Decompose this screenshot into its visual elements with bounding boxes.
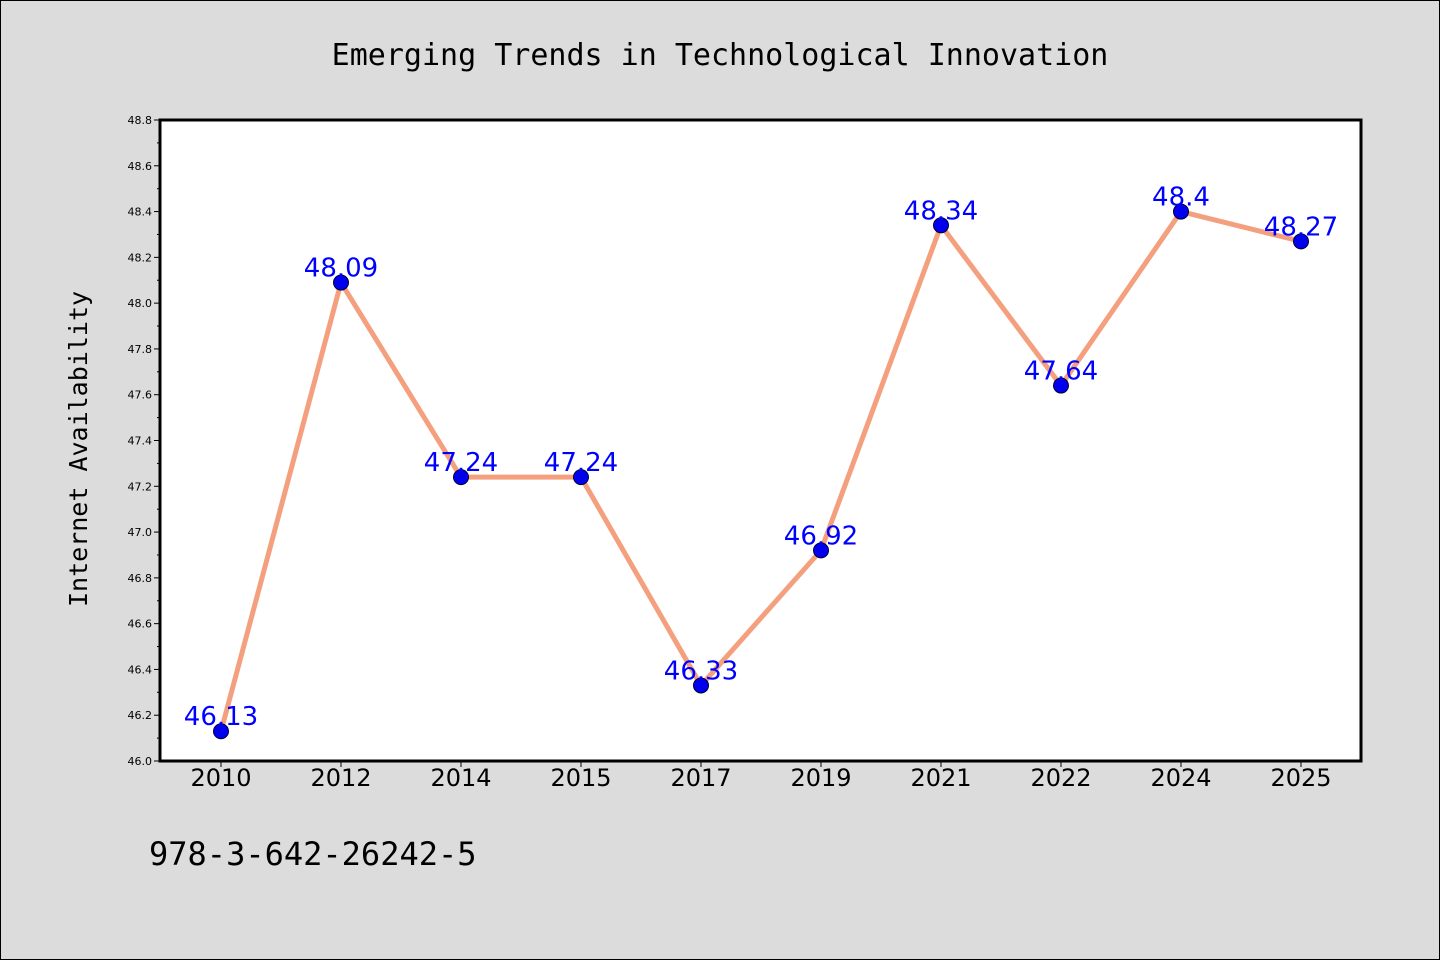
data-label: 47.64 (1024, 357, 1098, 387)
y-tick-label: 48.0 (128, 297, 153, 310)
data-point (1053, 377, 1069, 394)
y-tick-label: 47.4 (128, 435, 153, 448)
data-point (693, 677, 709, 694)
x-tick-label: 2015 (550, 764, 611, 792)
data-points (213, 203, 1309, 740)
data-label: 47.24 (424, 448, 498, 478)
data-point (333, 274, 349, 291)
y-tick-label: 48.6 (128, 160, 153, 173)
x-tick-label: 2022 (1030, 764, 1091, 792)
x-tick-label: 2014 (430, 764, 491, 792)
data-label: 46.92 (784, 521, 858, 551)
data-point (1173, 203, 1189, 220)
y-tick-label: 47.2 (128, 480, 153, 493)
data-point (573, 469, 589, 486)
x-tick-label: 2019 (790, 764, 851, 792)
y-tick-label: 47.6 (128, 389, 153, 402)
chart-title: Emerging Trends in Technological Innovat… (332, 38, 1109, 73)
x-tick-label: 2024 (1150, 764, 1211, 792)
data-label: 48.09 (304, 254, 378, 284)
footer-text: 978-3-642-26242-5 (149, 835, 477, 873)
y-axis: 46.0 46.2 46.4 46.6 46.8 47.0 47.2 47.4 47.6 47.8… (128, 114, 160, 768)
x-tick-label: 2017 (670, 764, 731, 792)
y-tick-label: 46.4 (128, 663, 153, 676)
data-label: 46.33 (664, 656, 738, 686)
x-tick-label: 2012 (310, 764, 371, 792)
data-label: 48.4 (1152, 183, 1210, 213)
data-point (1293, 233, 1309, 250)
data-label: 48.27 (1264, 212, 1338, 242)
data-labels: 46.13 48.09 47.24 47.24 46.33 46.92 48.34 47.64… (184, 183, 1338, 733)
x-tick-label: 2021 (910, 764, 971, 792)
y-tick-label: 46.8 (128, 572, 153, 585)
y-tick-label: 46.6 (128, 618, 153, 631)
y-tick-label: 46.0 (128, 755, 153, 768)
y-tick-label: 47.8 (128, 343, 153, 356)
plot-area (158, 118, 1363, 763)
y-tick-label: 48.8 (128, 114, 153, 127)
y-tick-label: 48.4 (128, 206, 153, 219)
data-label: 46.13 (184, 702, 258, 732)
data-point (453, 469, 469, 486)
x-tick-label: 2010 (190, 764, 251, 792)
y-tick-label: 46.2 (128, 709, 153, 722)
y-tick-label: 47.0 (128, 526, 153, 539)
y-axis-label: Internet Availability (64, 291, 93, 607)
x-axis: 2010 2012 2014 2015 2017 2019 2021 2022 2024 2025 (190, 761, 1332, 792)
data-point (213, 723, 229, 740)
x-tick-label: 2025 (1270, 764, 1331, 792)
data-label: 48.34 (904, 196, 978, 226)
data-point (813, 542, 829, 559)
data-label: 47.24 (544, 448, 618, 478)
series-line (218, 209, 1302, 732)
y-tick-label: 48.2 (128, 251, 153, 264)
data-point (933, 217, 949, 234)
